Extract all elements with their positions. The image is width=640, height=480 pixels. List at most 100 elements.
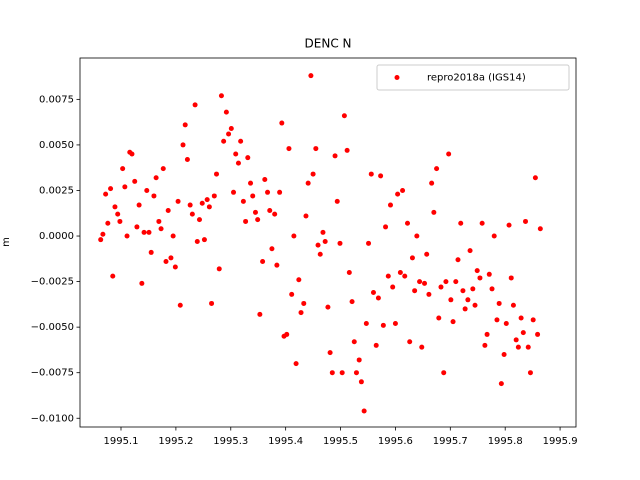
plot-frame — [79, 57, 577, 428]
legend-text: repro2018a (IGS14) — [427, 73, 526, 84]
point — [110, 273, 116, 279]
point — [301, 300, 307, 306]
y-tick-label: 0.0000 — [39, 231, 74, 242]
point — [165, 208, 171, 214]
point — [284, 331, 290, 337]
point — [223, 109, 229, 115]
point — [501, 351, 507, 357]
point — [450, 319, 456, 325]
point — [443, 279, 449, 285]
point — [286, 146, 292, 152]
point — [513, 337, 519, 343]
point — [535, 331, 541, 337]
point — [462, 306, 468, 312]
point — [291, 233, 297, 239]
point — [134, 224, 140, 230]
point — [269, 246, 275, 252]
point — [189, 211, 195, 217]
point — [153, 175, 159, 181]
point — [441, 370, 447, 376]
point — [429, 180, 435, 186]
point — [366, 240, 372, 246]
point — [214, 171, 220, 177]
point — [129, 151, 135, 157]
point — [472, 302, 478, 308]
point — [303, 213, 309, 219]
point — [115, 211, 121, 217]
point — [310, 171, 316, 177]
point — [144, 187, 150, 193]
point — [375, 295, 381, 301]
x-tick-label: 1995.3 — [213, 436, 248, 447]
point — [455, 257, 461, 263]
point — [498, 381, 504, 387]
point — [346, 269, 352, 275]
point — [298, 310, 304, 316]
point — [494, 317, 500, 323]
point — [339, 370, 345, 376]
point — [397, 269, 403, 275]
point — [252, 209, 258, 215]
point — [279, 120, 285, 126]
point — [363, 320, 369, 326]
point — [308, 73, 314, 79]
legend-marker — [394, 75, 400, 80]
point — [124, 233, 130, 239]
point — [182, 122, 188, 128]
point — [385, 273, 391, 279]
point — [356, 357, 362, 363]
point — [520, 330, 526, 336]
point — [486, 271, 492, 277]
point — [508, 275, 514, 281]
point — [325, 304, 331, 310]
point — [317, 251, 323, 257]
point — [387, 202, 393, 208]
point — [163, 259, 169, 265]
point — [496, 300, 502, 306]
point — [170, 233, 176, 239]
point — [141, 229, 147, 235]
point — [100, 231, 106, 237]
point — [351, 339, 357, 345]
point — [240, 198, 246, 204]
point — [199, 200, 205, 206]
point — [158, 226, 164, 232]
point — [370, 290, 376, 296]
point — [235, 160, 241, 166]
point — [192, 102, 198, 108]
point — [482, 342, 488, 348]
x-tick-label: 1995.1 — [103, 436, 138, 447]
point — [329, 370, 335, 376]
point — [383, 224, 389, 230]
point — [103, 191, 109, 197]
point — [160, 166, 166, 172]
point — [402, 273, 408, 279]
point — [405, 220, 411, 226]
point — [484, 331, 490, 337]
point — [417, 279, 423, 285]
point — [436, 315, 442, 321]
point — [218, 93, 224, 99]
point — [407, 339, 413, 345]
point — [353, 370, 359, 376]
point — [460, 288, 466, 294]
x-tick-label: 1995.5 — [323, 436, 358, 447]
point — [431, 209, 437, 215]
point — [148, 249, 154, 255]
point — [368, 171, 374, 177]
point — [518, 315, 524, 321]
point — [228, 126, 234, 132]
point — [414, 233, 420, 239]
point — [349, 299, 355, 305]
point — [532, 175, 538, 181]
y-tick-label: −0.0075 — [31, 368, 74, 379]
point — [180, 142, 186, 148]
point — [262, 177, 268, 183]
point — [248, 180, 254, 186]
point — [327, 350, 333, 356]
point — [409, 255, 415, 261]
point — [156, 218, 162, 224]
point — [523, 218, 529, 224]
point — [470, 286, 476, 292]
